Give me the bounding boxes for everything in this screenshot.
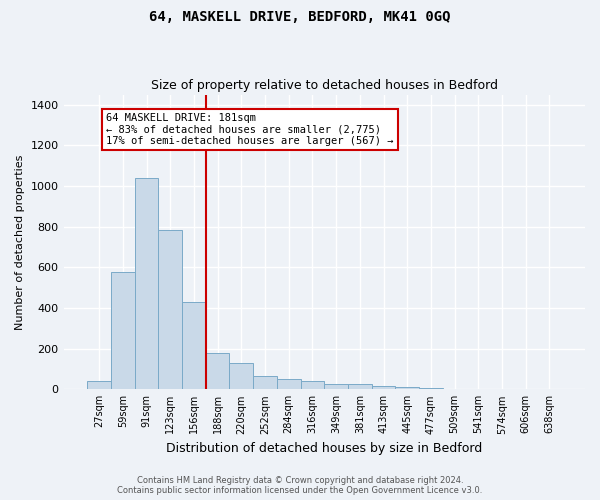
Bar	[324, 384, 348, 390]
Text: Contains HM Land Registry data © Crown copyright and database right 2024.
Contai: Contains HM Land Registry data © Crown c…	[118, 476, 482, 495]
X-axis label: Distribution of detached houses by size in Bedford: Distribution of detached houses by size …	[166, 442, 482, 455]
Bar	[111, 272, 134, 390]
Bar	[134, 178, 158, 390]
Bar	[419, 388, 443, 390]
Text: 64, MASKELL DRIVE, BEDFORD, MK41 0GQ: 64, MASKELL DRIVE, BEDFORD, MK41 0GQ	[149, 10, 451, 24]
Bar	[206, 353, 229, 390]
Bar	[395, 388, 419, 390]
Bar	[158, 230, 182, 390]
Bar	[229, 363, 253, 390]
Bar	[301, 381, 324, 390]
Bar	[371, 386, 395, 390]
Title: Size of property relative to detached houses in Bedford: Size of property relative to detached ho…	[151, 79, 498, 92]
Bar	[87, 381, 111, 390]
Bar	[182, 302, 206, 390]
Y-axis label: Number of detached properties: Number of detached properties	[15, 154, 25, 330]
Text: 64 MASKELL DRIVE: 181sqm
← 83% of detached houses are smaller (2,775)
17% of sem: 64 MASKELL DRIVE: 181sqm ← 83% of detach…	[106, 113, 394, 146]
Bar	[348, 384, 371, 390]
Bar	[443, 388, 466, 390]
Bar	[253, 376, 277, 390]
Bar	[277, 379, 301, 390]
